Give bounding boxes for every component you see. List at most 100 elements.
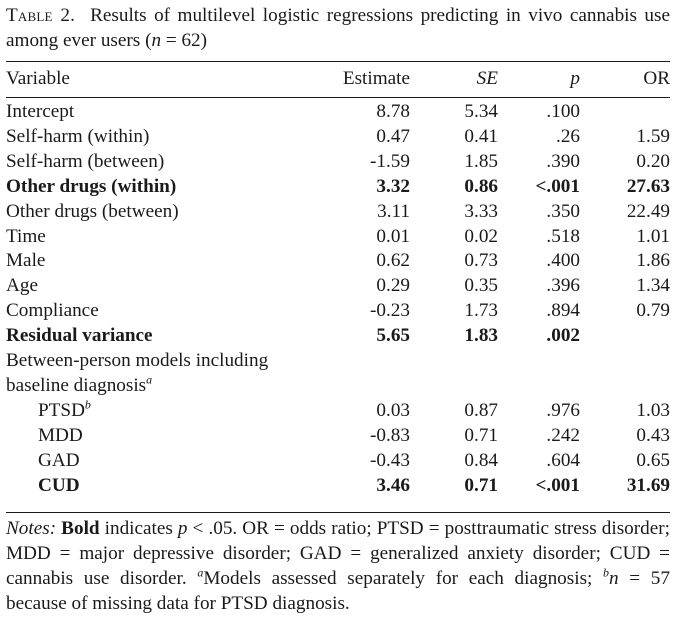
cell-p: <.001 xyxy=(535,474,580,496)
header-estimate: Estimate xyxy=(342,68,410,89)
table-row: PTSDb 0.03 0.87 .976 1.03 xyxy=(6,397,670,424)
cell-estimate: 0.62 xyxy=(376,250,410,272)
cell-variable: PTSDb xyxy=(6,397,326,424)
cell-estimate: -0.23 xyxy=(370,300,410,322)
subheading-row: Between-person models including xyxy=(6,349,670,374)
cell-se: 0.87 xyxy=(464,399,498,421)
notes-text-3: Models assessed separately for each diag… xyxy=(203,568,604,589)
notes-text-1: indicates xyxy=(99,518,178,539)
caption-n-symbol: n xyxy=(151,30,162,51)
cell-estimate: -0.43 xyxy=(370,449,410,471)
cell-se: 0.41 xyxy=(464,125,498,147)
table-row: Self-harm (between) -1.59 1.85 .390 0.20 xyxy=(6,150,670,175)
cell-se: 0.71 xyxy=(464,474,498,496)
table-row-significant: Residual variance 5.65 1.83 .002 xyxy=(6,324,670,349)
caption-text-b: = 62) xyxy=(161,30,208,51)
cell-variable: CUD xyxy=(38,474,80,496)
notes-footnote-a: a xyxy=(197,565,204,580)
cell-or: 1.34 xyxy=(636,275,670,297)
cell-p: .604 xyxy=(546,449,580,471)
notes-text-4: = 57 because of missing data for PTSD di… xyxy=(6,568,670,614)
bottom-rule xyxy=(6,512,670,513)
top-rule xyxy=(6,61,670,62)
cell-estimate: 5.65 xyxy=(376,325,410,347)
cell-se: 5.34 xyxy=(464,101,498,122)
cell-variable: Self-harm (between) xyxy=(6,150,165,172)
cell-estimate: 0.01 xyxy=(376,225,410,247)
cell-or xyxy=(580,94,670,125)
header-rule xyxy=(6,97,670,98)
cell-p: .400 xyxy=(546,250,580,272)
table-header-row: Variable Estimate SE p OR xyxy=(6,64,670,94)
cell-or xyxy=(580,324,670,349)
cell-p: .518 xyxy=(546,225,580,247)
cell-or: 0.20 xyxy=(636,150,670,172)
subheading-line-1: Between-person models including xyxy=(6,350,269,372)
cell-p: .242 xyxy=(546,424,580,446)
notes-footnote-b: b xyxy=(603,565,610,580)
cell-estimate: 3.11 xyxy=(377,200,410,222)
header-p: p xyxy=(570,68,580,89)
cell-se: 0.02 xyxy=(464,225,498,247)
caption-text-a: Results of multilevel logistic regressio… xyxy=(6,5,671,51)
cell-p: .396 xyxy=(546,275,580,297)
cell-p: .100 xyxy=(546,101,580,122)
cell-or: 1.01 xyxy=(636,225,670,247)
cell-p: .002 xyxy=(546,325,580,347)
cell-p: .26 xyxy=(556,125,580,147)
caption-label: Table 2. xyxy=(6,5,76,26)
cell-or: 0.43 xyxy=(636,424,670,446)
cell-estimate: 0.47 xyxy=(376,125,410,147)
table-row-significant: Other drugs (within) 3.32 0.86 <.001 27.… xyxy=(6,175,670,200)
cell-se: 1.85 xyxy=(464,150,498,172)
subheading-text: baseline diagnosis xyxy=(6,374,147,396)
cell-variable: MDD xyxy=(38,424,83,446)
table-row: MDD -0.83 0.71 .242 0.43 xyxy=(6,424,670,449)
table-row: Compliance -0.23 1.73 .894 0.79 xyxy=(6,299,670,324)
cell-or: 1.86 xyxy=(636,250,670,272)
cell-se: 3.33 xyxy=(464,200,498,222)
regression-table: Variable Estimate SE p OR Intercept 8.78… xyxy=(6,64,670,499)
cell-or: 1.03 xyxy=(636,399,670,421)
table-row: Age 0.29 0.35 .396 1.34 xyxy=(6,274,670,299)
cell-variable: Residual variance xyxy=(6,325,153,347)
table-caption: Table 2. Results of multilevel logistic … xyxy=(6,3,670,53)
cell-p: <.001 xyxy=(535,175,580,197)
cell-variable: Other drugs (within) xyxy=(6,175,177,197)
cell-p: .350 xyxy=(546,200,580,222)
cell-estimate: 0.29 xyxy=(376,275,410,297)
cell-p: .976 xyxy=(546,399,580,421)
cell-or: 27.63 xyxy=(626,175,670,197)
cell-or: 31.69 xyxy=(626,474,670,496)
subheading-row: baseline diagnosisa xyxy=(6,374,670,399)
table-row: Time 0.01 0.02 .518 1.01 xyxy=(6,225,670,250)
table-notes: Notes: Bold indicates p < .05. OR = odds… xyxy=(6,516,670,616)
cell-or: 22.49 xyxy=(626,200,670,222)
notes-n-symbol: n xyxy=(609,568,619,589)
table-row: Intercept 8.78 5.34 .100 xyxy=(6,94,670,125)
cell-se: 0.73 xyxy=(464,250,498,272)
header-se: SE xyxy=(476,68,498,89)
cell-variable: GAD xyxy=(38,449,80,471)
cell-se: 1.73 xyxy=(464,300,498,322)
footnote-mark: b xyxy=(84,397,91,412)
cell-se: 0.86 xyxy=(464,175,498,197)
cell-variable: Male xyxy=(6,250,46,272)
cell-estimate: 8.78 xyxy=(376,101,410,122)
subheading-footnote-mark: a xyxy=(146,372,153,387)
notes-p-symbol: p xyxy=(177,518,188,539)
cell-estimate: -0.83 xyxy=(370,424,410,446)
diagnosis-label: PTSD xyxy=(38,399,85,421)
header-variable: Variable xyxy=(6,68,70,89)
cell-or: 0.79 xyxy=(636,300,670,322)
cell-se: 1.83 xyxy=(464,325,498,347)
cell-p: .894 xyxy=(546,300,580,322)
cell-or: 0.65 xyxy=(636,449,670,471)
table-row: Self-harm (within) 0.47 0.41 .26 1.59 xyxy=(6,125,670,150)
table-row: Other drugs (between) 3.11 3.33 .350 22.… xyxy=(6,200,670,225)
cell-variable: Other drugs (between) xyxy=(6,200,179,222)
cell-variable: Compliance xyxy=(6,300,99,322)
cell-variable: Age xyxy=(6,275,38,297)
header-or: OR xyxy=(643,68,670,89)
notes-text-2: < .05. OR = odds ratio; PTSD = posttraum… xyxy=(6,518,671,589)
